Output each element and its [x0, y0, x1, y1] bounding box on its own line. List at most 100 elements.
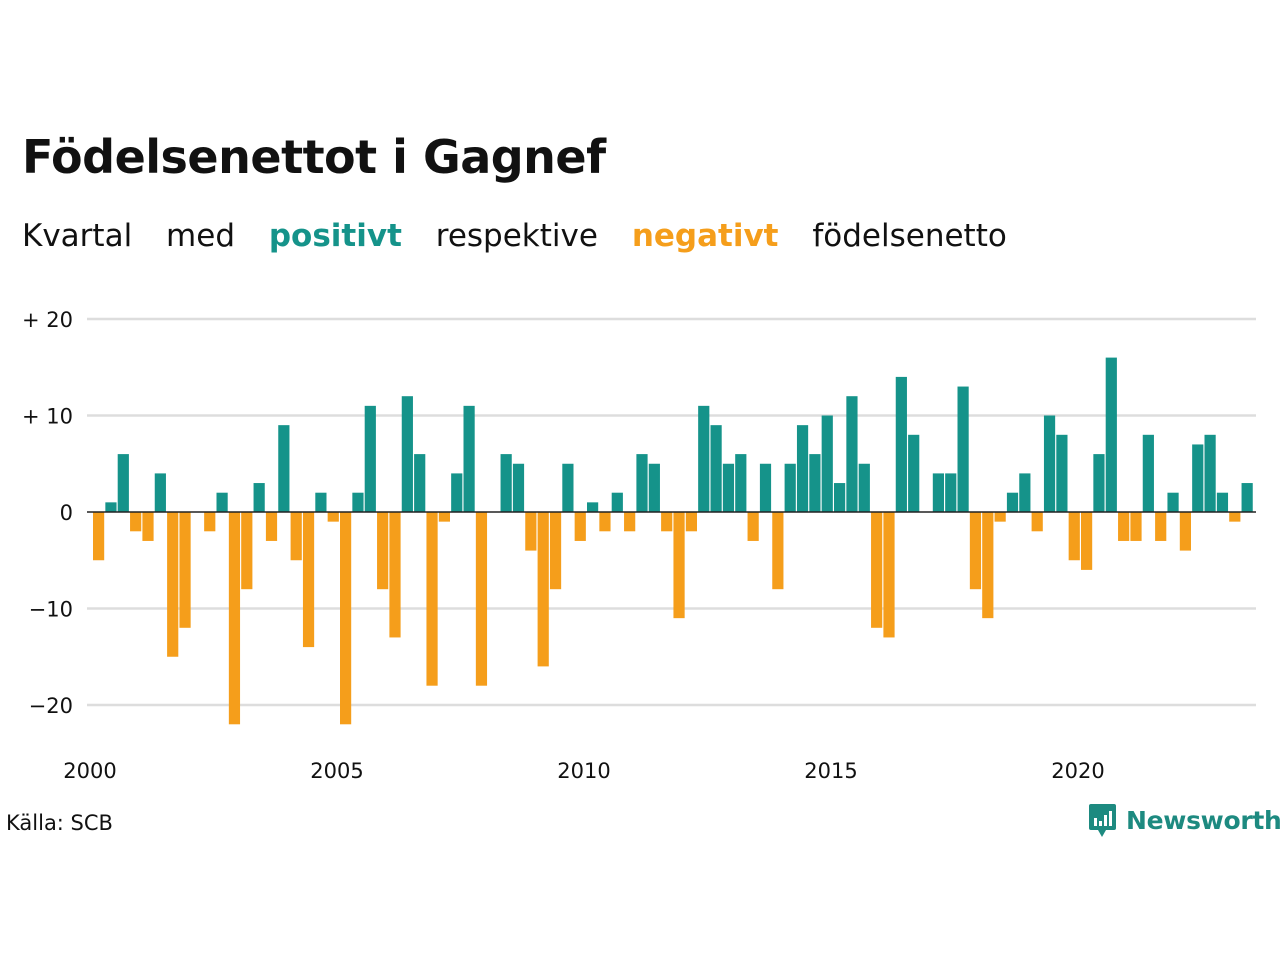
bar-positive: [908, 434, 920, 512]
bar-negative: [685, 512, 697, 532]
bar-positive: [957, 386, 969, 512]
bar-positive: [834, 483, 846, 512]
subtitle-word-med: med: [166, 218, 235, 254]
bar-negative: [438, 512, 450, 522]
bar-negative: [871, 512, 883, 628]
subtitle-word-respektive: respektive: [435, 218, 598, 254]
bar-negative: [982, 512, 994, 619]
bar-negative: [747, 512, 759, 541]
bar-positive: [710, 425, 722, 512]
bar-positive: [216, 492, 228, 512]
chart-subtitle: Kvartal med positivt respektive negativt…: [22, 218, 1031, 254]
bar-negative: [1118, 512, 1130, 541]
bar-positive: [821, 415, 833, 512]
bar-negative: [179, 512, 191, 628]
bar-negative: [969, 512, 982, 590]
bar-negative: [167, 512, 179, 657]
bar-positive: [1056, 434, 1068, 512]
bar-positive: [1241, 483, 1253, 512]
bar-positive: [759, 463, 772, 512]
x-tick-label: 2020: [1051, 759, 1104, 783]
subtitle-positive-label: positivt: [268, 218, 402, 254]
bar-positive: [500, 454, 512, 512]
bar-positive: [352, 492, 364, 512]
y-tick-label: −20: [29, 694, 73, 718]
bar-positive: [1093, 454, 1105, 512]
gridlines: [87, 317, 1256, 707]
newsworthy-logo[interactable]: Newsworthy: [1088, 802, 1280, 838]
y-tick-label: + 10: [22, 405, 73, 429]
bar-negative: [340, 512, 352, 725]
x-tick-label: 2000: [63, 759, 116, 783]
y-tick-label: + 20: [22, 308, 73, 332]
bar-negative: [142, 512, 154, 541]
bar-negative: [1179, 512, 1191, 551]
x-tick-label: 2005: [310, 759, 363, 783]
bar-negative: [389, 512, 401, 638]
bar-negative: [599, 512, 611, 532]
bar-negative: [93, 512, 105, 561]
bar-positive: [364, 405, 376, 512]
bar-positive: [1105, 357, 1117, 512]
bar-chart: + 20 + 10 0 −10 −20 2000 2005 2010 2015 2020: [22, 308, 1256, 783]
bar-negative: [772, 512, 784, 590]
bar-positive: [253, 483, 265, 512]
bar-positive: [1006, 492, 1019, 512]
bar-negative: [537, 512, 549, 667]
bar-positive: [735, 454, 747, 512]
bar-negative: [883, 512, 895, 638]
axis-labels: + 20 + 10 0 −10 −20 2000 2005 2010 2015 2020: [22, 308, 1105, 783]
bar-negative: [574, 512, 586, 541]
bar-positive: [722, 463, 735, 512]
bar-negative: [549, 512, 562, 590]
bar-negative: [1068, 512, 1080, 561]
bar-negative: [204, 512, 216, 532]
bar-positive: [512, 463, 525, 512]
bar-negative: [327, 512, 339, 522]
bar-negative: [130, 512, 142, 532]
bar-positive: [587, 502, 599, 512]
bar-negative: [265, 512, 278, 541]
bar-negative: [290, 512, 302, 561]
bar-positive: [1192, 444, 1204, 512]
bar-positive: [1204, 434, 1216, 512]
bar-negative: [302, 512, 315, 648]
bar-positive: [698, 405, 710, 512]
bar-positive: [846, 396, 858, 512]
bar-positive: [945, 473, 957, 512]
bar-negative: [426, 512, 438, 686]
bar-negative: [1155, 512, 1167, 541]
bar-positive: [796, 425, 809, 512]
newsworthy-chart-icon: [1089, 804, 1116, 837]
bar-negative: [1081, 512, 1093, 570]
bar-positive: [451, 473, 463, 512]
bar-positive: [117, 454, 129, 512]
subtitle-word-kvartal: Kvartal: [22, 218, 133, 254]
bar-positive: [1043, 415, 1056, 512]
source-note: Källa: SCB: [6, 811, 113, 835]
bar-positive: [278, 425, 290, 512]
subtitle-negative-label: negativt: [631, 218, 779, 254]
bar-positive: [1167, 492, 1179, 512]
bar-negative: [1130, 512, 1142, 541]
x-tick-label: 2010: [557, 759, 610, 783]
bar-negative: [624, 512, 636, 532]
bars: [87, 357, 1256, 725]
x-tick-label: 2015: [804, 759, 857, 783]
bar-negative: [228, 512, 241, 725]
bar-negative: [525, 512, 537, 551]
bar-positive: [932, 473, 944, 512]
bar-negative: [1031, 512, 1043, 532]
bar-negative: [673, 512, 685, 619]
bar-negative: [661, 512, 673, 532]
bar-positive: [784, 463, 796, 512]
bar-positive: [414, 454, 426, 512]
bar-positive: [1216, 492, 1229, 512]
bar-negative: [377, 512, 389, 590]
bar-positive: [562, 463, 574, 512]
bar-positive: [154, 473, 166, 512]
bar-negative: [241, 512, 253, 590]
bar-positive: [401, 396, 413, 512]
subtitle-word-fodelsenetto: födelsenetto: [812, 218, 1007, 254]
bar-negative: [994, 512, 1006, 522]
